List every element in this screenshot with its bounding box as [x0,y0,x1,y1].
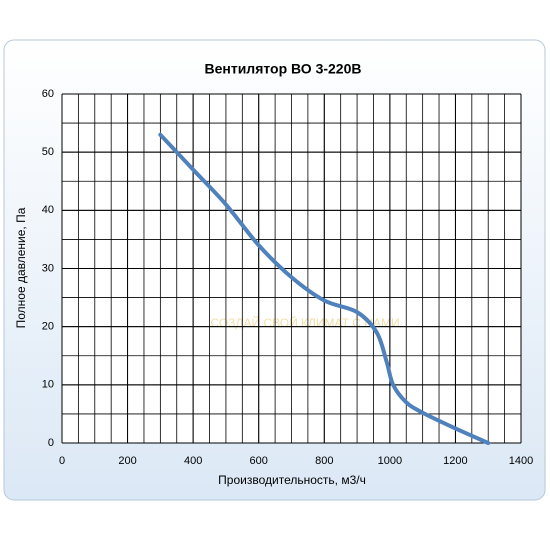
y-tick-label: 60 [42,88,54,100]
y-tick-label: 40 [42,204,54,216]
x-tick-label: 1000 [378,455,402,467]
y-tick-label: 30 [42,262,54,274]
x-axis-label: Производительность, м3/ч [218,473,366,487]
data-line [158,132,491,445]
y-tick-label: 20 [42,321,54,333]
x-tick-label: 1200 [443,455,467,467]
x-tick-label: 1400 [509,455,533,467]
x-tick-label: 400 [184,455,202,467]
x-tick-label: 600 [250,455,268,467]
y-tick-label: 10 [42,379,54,391]
x-tick-label: 800 [315,455,333,467]
x-tick-label: 0 [59,455,65,467]
x-tick-label: 200 [118,455,136,467]
chart-title: Вентилятор ВО 3-220В [204,61,361,77]
y-axis-label: Полное давление, Па [14,207,28,328]
y-tick-label: 0 [48,437,54,449]
y-tick-label: 50 [42,146,54,158]
